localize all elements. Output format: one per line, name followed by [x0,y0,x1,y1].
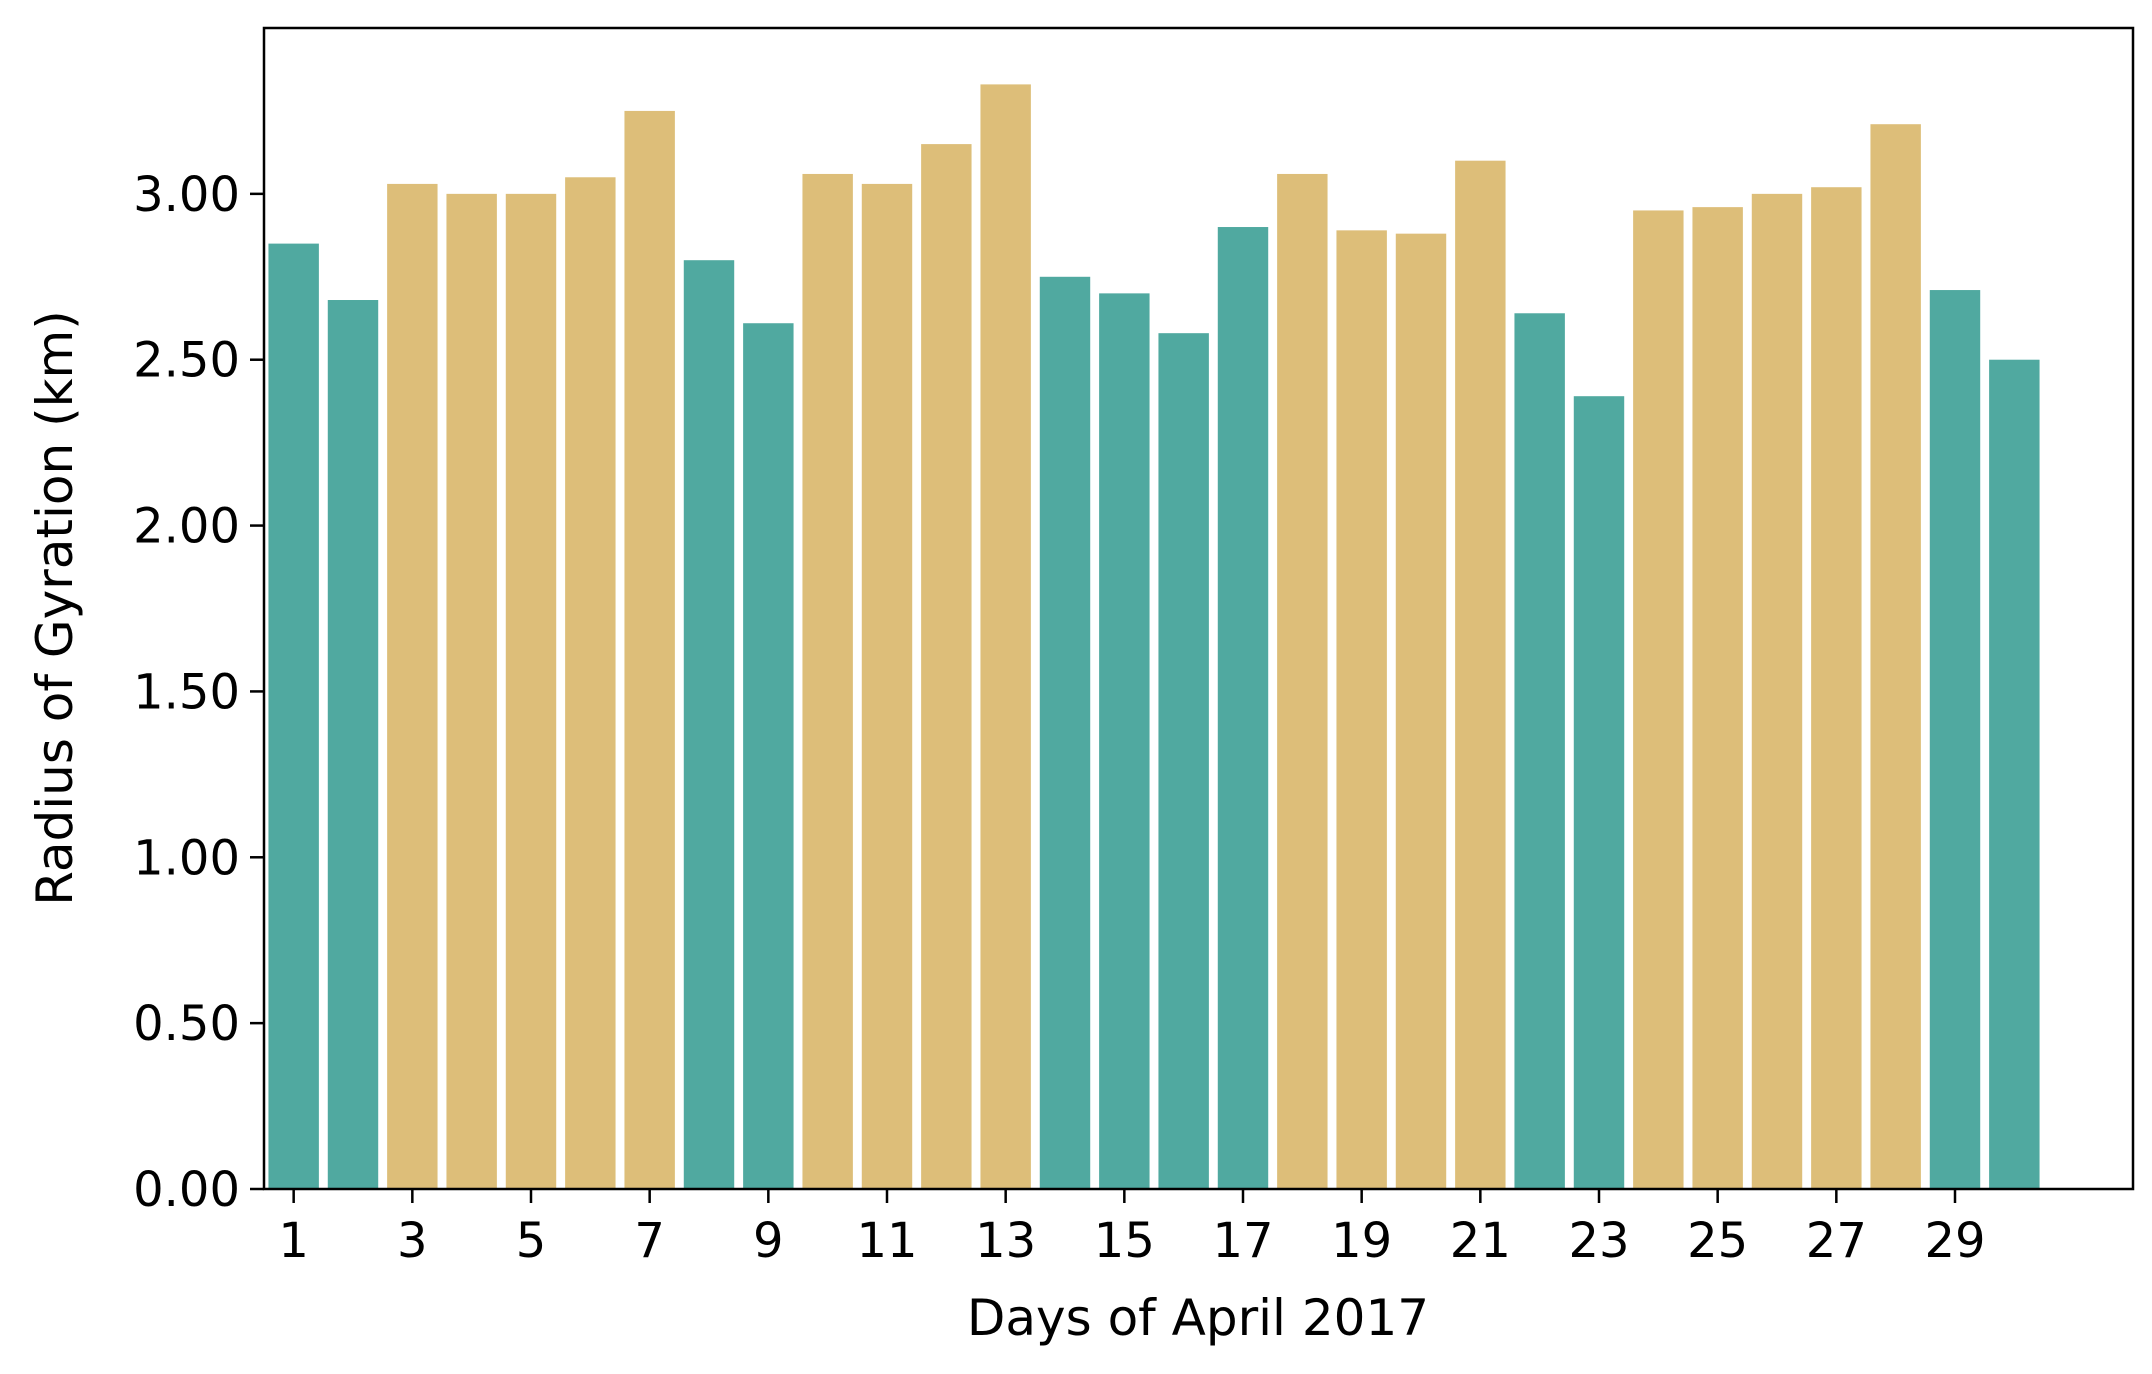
bar-day-21 [1455,160,1506,1190]
bar-day-24 [1633,210,1684,1189]
x-axis-title: Days of April 2017 [967,1289,1429,1347]
bar-day-8 [683,260,735,1189]
bar-day-4 [446,193,497,1190]
y-tick-label: 0.50 [133,996,240,1052]
bar-day-27 [1811,187,1862,1190]
bar-day-22 [1514,313,1565,1189]
x-tick-label: 3 [397,1213,428,1269]
bar-day-7 [624,110,675,1189]
bar-day-1 [268,243,319,1190]
y-tick-label: 3.00 [133,167,240,223]
y-tick-label: 2.00 [133,499,240,555]
x-axis: 1 3 5 7 9 11 13 15 17 19 21 23 25 27 29 [278,1189,1986,1269]
bar-day-25 [1692,207,1743,1189]
x-tick-label: 5 [516,1213,547,1269]
bar-day-18 [1277,173,1328,1189]
bar-day-14 [1039,276,1091,1189]
y-tick-label: 1.50 [133,664,240,720]
bar-day-13 [980,84,1031,1189]
bar-day-30 [1989,359,2040,1190]
x-tick-label: 17 [1212,1213,1273,1269]
y-axis: 0.00 0.50 1.00 1.50 2.00 2.50 3.00 [133,167,264,1218]
x-tick-label: 21 [1450,1213,1511,1269]
x-tick-label: 19 [1331,1213,1392,1269]
bars-group [268,84,2040,1190]
plot-frame [262,26,2135,1191]
x-tick-label: 13 [975,1213,1036,1269]
x-tick-label: 27 [1806,1213,1867,1269]
bar-day-5 [505,193,557,1190]
x-tick-label: 1 [278,1213,309,1269]
bar-day-2 [327,300,379,1189]
bar-day-20 [1395,233,1447,1189]
x-tick-label: 23 [1568,1213,1629,1269]
x-tick-label: 9 [753,1213,784,1269]
bar-day-28 [1870,124,1921,1190]
x-tick-label: 11 [856,1213,917,1269]
x-tick-label: 7 [634,1213,665,1269]
bar-day-16 [1158,333,1209,1189]
bar-day-11 [861,183,913,1189]
bar-day-6 [565,177,616,1189]
y-tick-label: 0.00 [133,1162,240,1218]
bar-day-29 [1929,290,1981,1189]
y-tick-label: 2.50 [133,333,240,389]
bar-day-12 [921,144,972,1190]
bar-day-10 [802,173,853,1189]
x-tick-label: 29 [1924,1213,1985,1269]
x-tick-label: 15 [1094,1213,1155,1269]
bar-day-15 [1099,293,1150,1189]
y-tick-label: 1.00 [133,830,240,886]
bar-day-23 [1573,396,1625,1189]
y-axis-title: Radius of Gyration (km) [26,310,84,906]
bar-day-9 [743,323,794,1190]
bar-day-3 [387,183,438,1189]
bar-day-19 [1336,230,1387,1190]
bar-day-26 [1751,193,1803,1190]
bar-day-17 [1217,227,1269,1189]
x-tick-label: 25 [1687,1213,1748,1269]
